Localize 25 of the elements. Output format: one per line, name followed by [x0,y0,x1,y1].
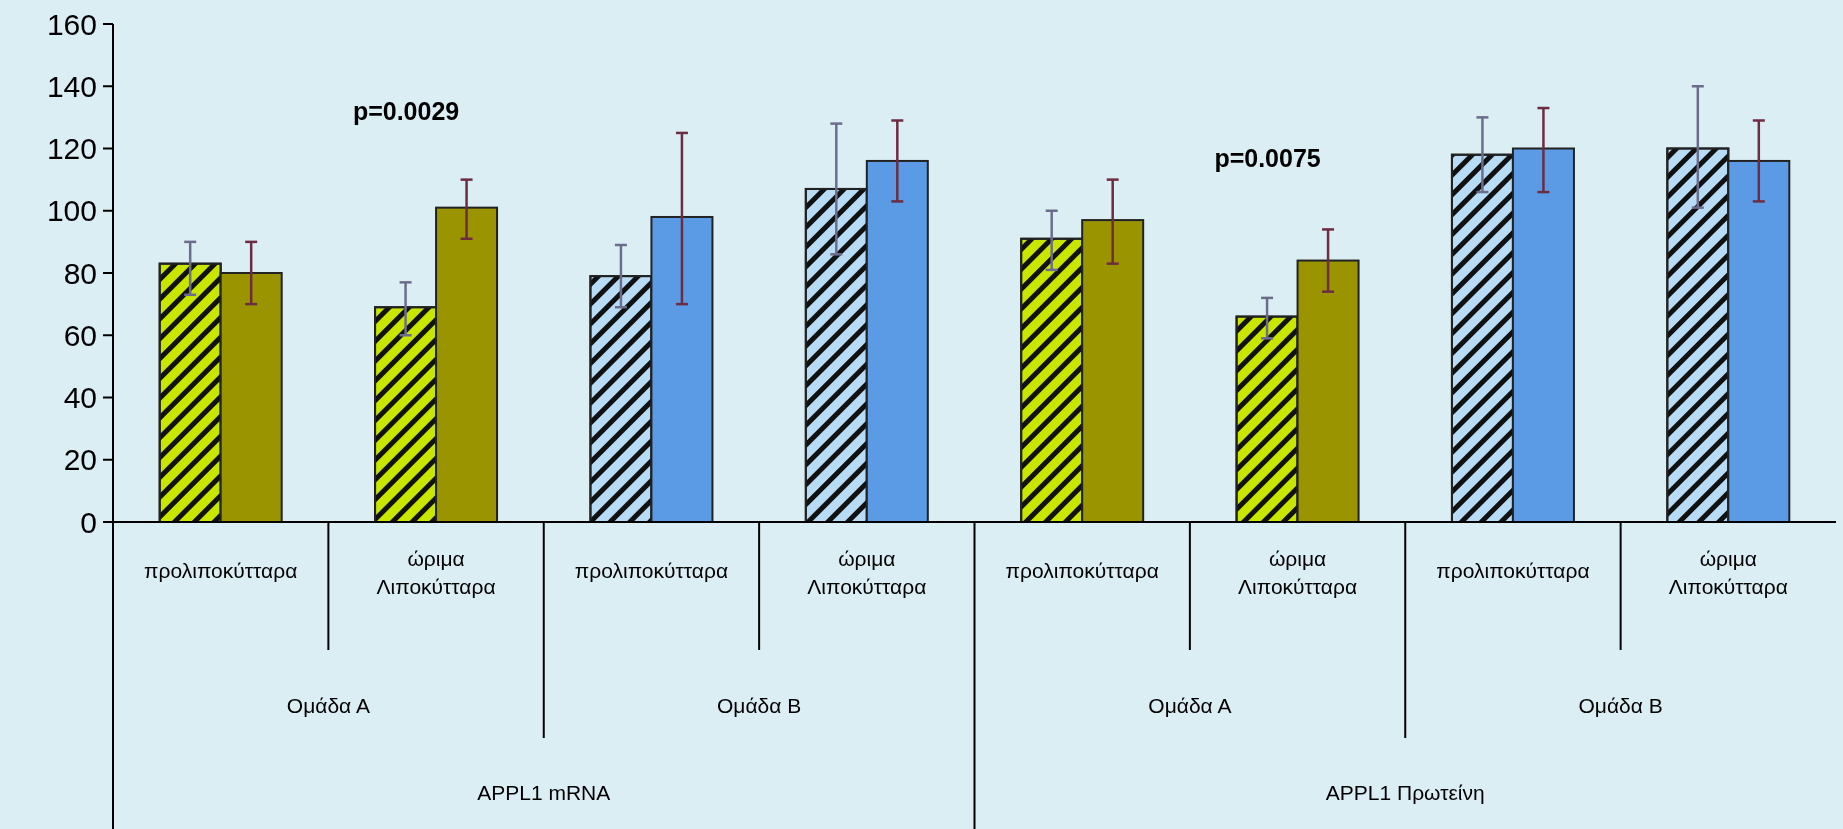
text: Ομάδα Β [717,694,802,717]
x-tick-label: ώριμα Λιποκύτταρα [376,547,496,598]
text: Ομάδα Β [1578,694,1663,717]
x-tick-label: προλιποκύτταρα [144,559,298,582]
annotation: p=0.0075 [1214,144,1321,172]
annotation: p=0.0029 [352,97,460,125]
x-tick-label: ώριμα Λιποκύτταρα [1668,547,1788,598]
y-tick-label: 80 [63,256,97,290]
y-tick-label: 120 [46,132,97,165]
x-tick-label: ώριμα Λιποκύτταρα [1238,547,1358,598]
text: APPL1 mRNA [477,781,611,804]
text: Ομάδα Α [286,694,370,717]
x-tick-label: προλιποκύτταρα [574,559,729,582]
x-tick-label: ώριμα Λιποκύτταρα [807,547,927,598]
y-tick-label: 60 [63,318,97,352]
x-tick-label: προλιποκύτταρα [1005,559,1159,582]
y-tick-label: 100 [46,194,97,228]
x-tick-label: προλιποκύτταρα [1436,559,1590,582]
y-tick-label: 140 [46,69,97,103]
text: Ομάδα Α [1148,694,1232,717]
y-tick-label: 160 [46,7,97,41]
y-tick-label: 40 [63,381,97,414]
y-tick-label: 0 [80,505,97,539]
y-tick-label: 20 [63,443,97,477]
text: APPL1 Πρωτείνη [1325,781,1485,804]
